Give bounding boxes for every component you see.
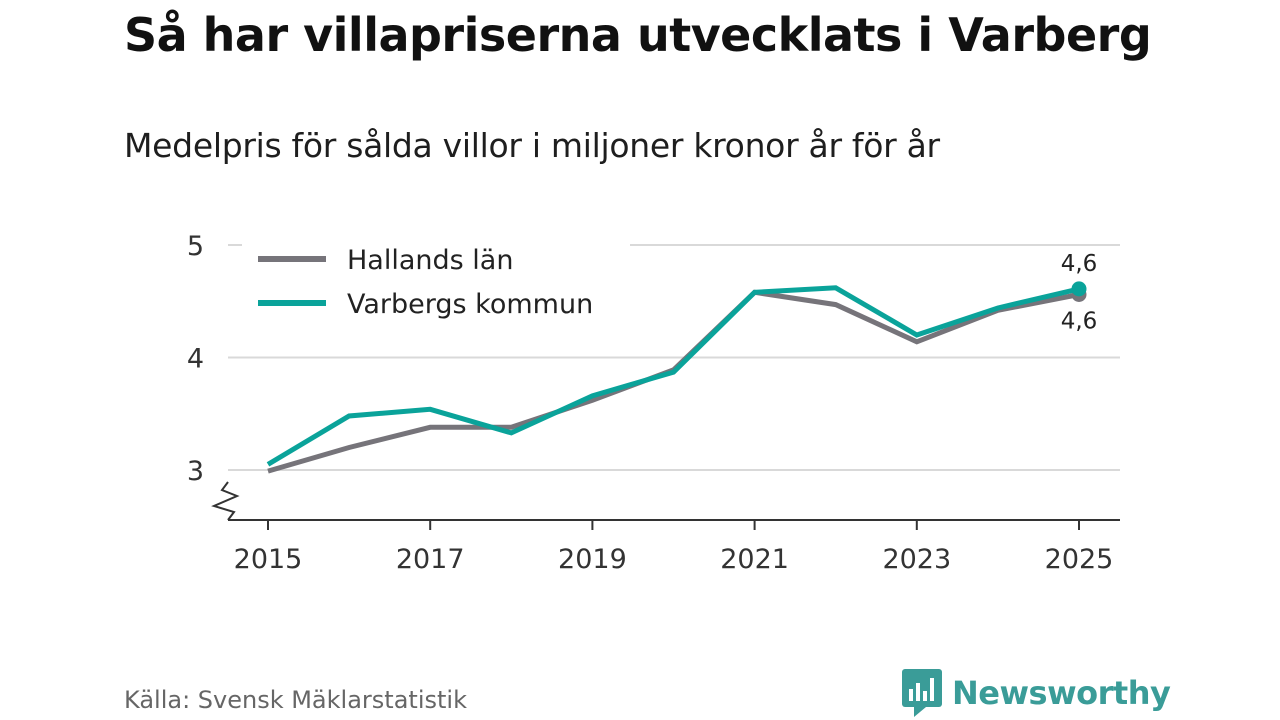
chart-title: Så har villapriserna utvecklats i Varber… [124, 8, 1152, 62]
x-axis: 2015 2017 2019 2021 2023 2025 [211, 481, 1120, 575]
y-tick-label-3: 3 [187, 456, 204, 487]
x-tick-label-2023: 2023 [882, 544, 951, 575]
y-tick-label-5: 5 [187, 231, 204, 262]
legend-label-1: Varbergs kommun [347, 289, 593, 320]
x-tick-label-2019: 2019 [558, 544, 627, 575]
x-tick-label-2021: 2021 [720, 544, 789, 575]
legend-label-0: Hallands län [347, 245, 513, 276]
series-end-dot-1 [1071, 281, 1087, 297]
x-tick-label-2025: 2025 [1045, 544, 1114, 575]
brand-logo[interactable]: Newsworthy [902, 668, 1171, 718]
series-lines [266, 281, 1087, 474]
end-value-label-0: 4,6 [1061, 309, 1098, 335]
chart-subtitle: Medelpris för sålda villor i miljoner kr… [124, 126, 940, 165]
source-note: Källa: Svensk Mäklarstatistik [124, 686, 467, 714]
y-tick-label-4: 4 [187, 344, 204, 375]
x-tick-label-2015: 2015 [234, 544, 303, 575]
end-value-label-1: 4,6 [1061, 251, 1098, 277]
y-axis-ticks: 3 4 5 [187, 231, 204, 487]
end-labels: 4,6 4,6 [1061, 251, 1098, 335]
x-tick-label-2017: 2017 [396, 544, 465, 575]
axis-break-icon [211, 481, 240, 521]
brand-name: Newsworthy [952, 674, 1171, 712]
line-chart: 3 4 5 2015 2017 2019 2021 2023 2025 Hallands lä… [187, 231, 1120, 575]
series-line-1 [266, 285, 1080, 467]
legend-background [242, 236, 630, 334]
newsworthy-logo-icon [902, 669, 942, 717]
legend: Hallands län Varbergs kommun [242, 236, 630, 334]
